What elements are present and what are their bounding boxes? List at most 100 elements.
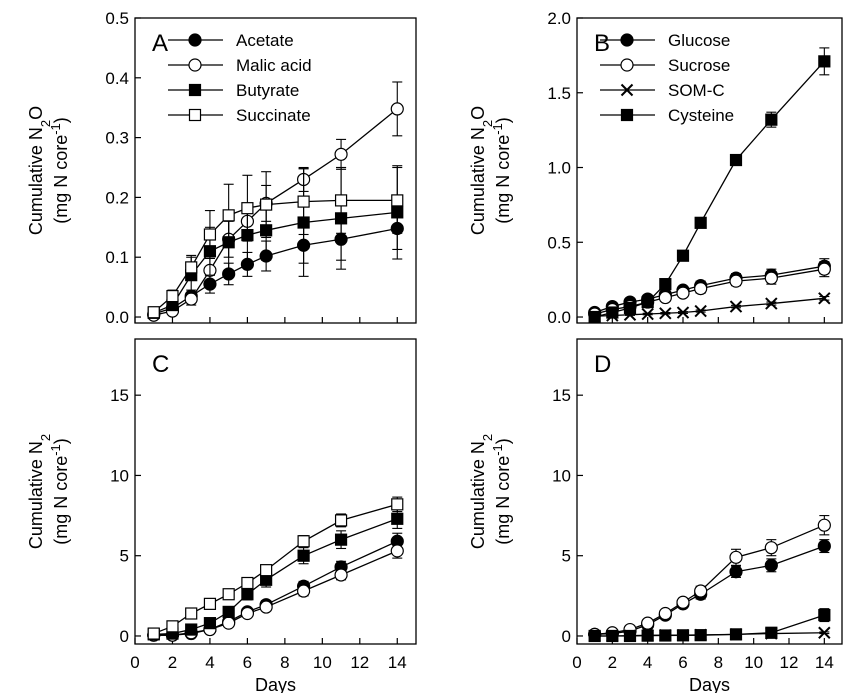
legend-label: SOM-C	[668, 81, 725, 100]
data-point	[659, 629, 672, 642]
y-tick-label: 0	[562, 627, 571, 646]
data-point	[818, 55, 831, 68]
data-point	[729, 300, 743, 313]
data-point	[764, 271, 778, 285]
y-tick-label: 5	[120, 547, 129, 566]
series-line	[153, 199, 398, 313]
panel-D: D 0 2 4 6 8 10 12 14 0 5 10 15 Days Cumulative N2(mg N…	[468, 338, 843, 693]
y-axis-label: Cumulative N2O	[468, 106, 495, 235]
legend-marker	[620, 83, 634, 97]
series-butyrate	[147, 508, 404, 641]
data-point	[390, 544, 404, 558]
legend-label: Glucose	[668, 31, 730, 50]
data-point	[606, 629, 619, 643]
data-point	[588, 629, 601, 643]
y-tick-label: 0.5	[547, 233, 571, 252]
plot-frame	[576, 17, 843, 324]
data-point	[334, 147, 348, 161]
plot-frame	[134, 17, 417, 324]
x-tick-label: 6	[678, 653, 687, 672]
y-axis-unit: (mg N core-1)	[490, 117, 514, 224]
data-point	[297, 535, 310, 548]
data-point	[765, 113, 778, 126]
data-point	[260, 198, 273, 211]
x-tick-label: 0	[130, 653, 139, 672]
y-tick-label: 0.5	[105, 9, 129, 28]
data-point	[764, 541, 778, 555]
data-point	[222, 588, 235, 601]
x-tick-label: 4	[205, 653, 214, 672]
series-line	[594, 297, 825, 317]
y-axis-unit: (mg N core-1)	[48, 438, 72, 545]
y-tick-label: 2.0	[547, 9, 571, 28]
data-point	[260, 564, 273, 577]
data-point	[659, 307, 672, 320]
data-point	[676, 286, 690, 300]
y-tick-label: 0.1	[105, 248, 129, 267]
data-point	[641, 629, 654, 642]
legend-marker	[620, 58, 634, 72]
panel-label: C	[152, 351, 169, 378]
data-point	[259, 600, 273, 614]
x-axis-label: Days	[255, 675, 296, 693]
legend-marker	[188, 108, 202, 122]
x-tick-label: 14	[815, 653, 834, 672]
series-line	[594, 268, 825, 315]
x-tick-label: 12	[350, 653, 369, 672]
data-point	[222, 616, 236, 630]
data-point	[694, 629, 707, 642]
panel-A: A 0.0 0.1 0.2 0.3 0.4 0.5 Cumulative N2O(mg N c…	[26, 9, 417, 327]
legend-marker	[620, 108, 634, 122]
legend-marker	[188, 58, 202, 72]
data-point	[641, 295, 654, 309]
data-point	[185, 607, 198, 620]
data-point	[729, 153, 743, 167]
series-line	[153, 211, 398, 314]
data-point	[297, 195, 310, 208]
data-point	[694, 304, 707, 318]
data-point	[185, 623, 198, 636]
data-point	[818, 292, 831, 305]
series-sucrose	[588, 515, 831, 641]
data-point	[334, 514, 348, 527]
data-point	[588, 310, 601, 324]
y-axis-unit: (mg N core-1)	[490, 438, 514, 545]
panel-label: A	[152, 30, 168, 57]
legend: Acetate Malic acid Butyrate Succinate	[168, 31, 312, 125]
data-point	[222, 209, 235, 222]
y-tick-label: 1.5	[547, 84, 571, 103]
series-line	[594, 614, 825, 637]
data-point	[147, 627, 160, 640]
y-tick-label: 15	[110, 386, 129, 405]
data-point	[297, 549, 310, 562]
legend-label: Malic acid	[236, 56, 312, 75]
data-point	[676, 306, 690, 319]
data-point	[694, 584, 708, 598]
x-tick-label: 12	[780, 653, 799, 672]
y-tick-label: 0.2	[105, 188, 129, 207]
panel-C: C 0 2 4 6 8 10 12 14 0 5 10 15 Days Cumulative N2(mg N…	[26, 338, 417, 693]
data-point	[203, 228, 217, 241]
data-point	[241, 202, 254, 215]
data-point	[391, 498, 404, 511]
data-point	[659, 278, 672, 291]
series-line	[153, 540, 398, 636]
data-point	[817, 539, 831, 553]
x-tick-label: 2	[608, 653, 617, 672]
series-succinate	[147, 166, 404, 319]
data-point	[185, 261, 198, 274]
x-tick-label: 8	[714, 653, 723, 672]
legend-marker	[188, 83, 202, 97]
data-point	[765, 626, 778, 639]
series-cysteine	[588, 47, 831, 324]
data-point	[623, 301, 637, 315]
data-point	[729, 274, 743, 288]
series-line	[594, 545, 825, 636]
data-point	[676, 629, 690, 642]
data-point	[818, 609, 831, 622]
data-point	[764, 558, 778, 572]
data-point	[641, 307, 654, 321]
data-point	[334, 194, 348, 207]
series-line	[153, 550, 398, 636]
